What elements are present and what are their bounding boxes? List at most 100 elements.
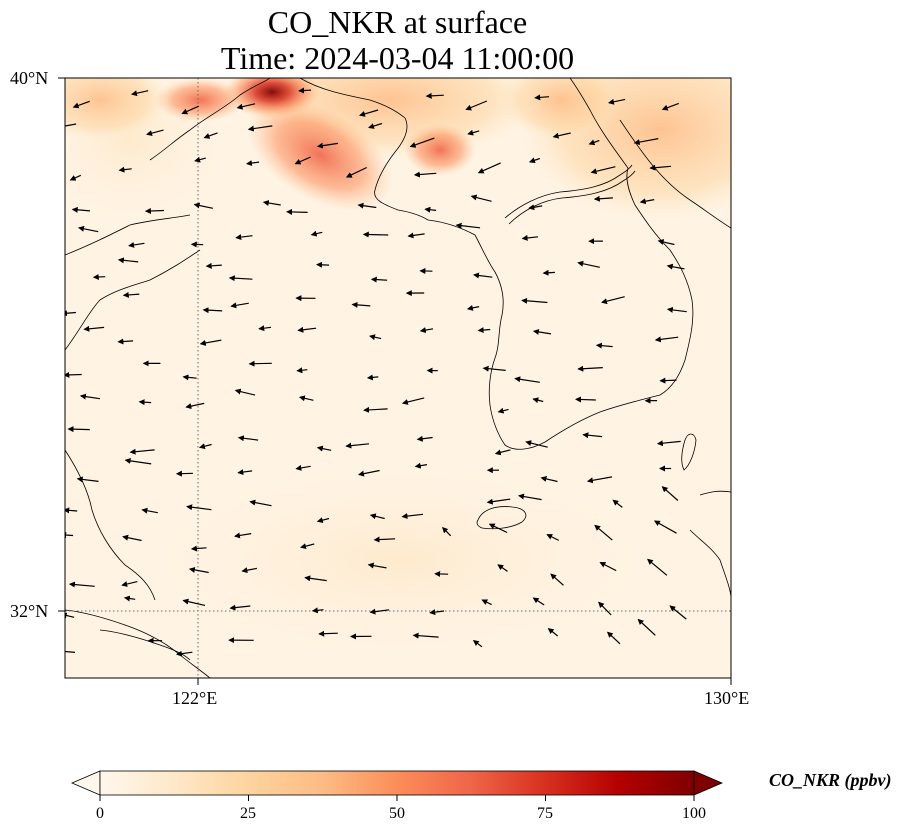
wind-arrow xyxy=(146,129,164,137)
wind-arrow xyxy=(369,608,390,615)
wind-arrow xyxy=(521,297,548,304)
wind-arrow xyxy=(122,534,142,542)
wind-arrow xyxy=(262,200,281,206)
wind-arrow xyxy=(534,94,550,101)
wind-arrow xyxy=(601,296,625,305)
wind-arrow xyxy=(477,162,501,174)
wind-arrow xyxy=(639,198,655,205)
wind-arrow xyxy=(76,476,99,483)
wind-arrow xyxy=(286,208,308,215)
wind-arrow xyxy=(470,194,492,202)
wind-arrow xyxy=(357,202,377,209)
wind-arrow xyxy=(199,339,222,346)
wind-arrow xyxy=(141,507,158,514)
wind-arrow xyxy=(234,388,256,396)
wind-arrow xyxy=(497,564,508,572)
wind-arrow xyxy=(366,374,379,381)
plot-subtitle-time: Time: 2024-03-04 11:00:00 xyxy=(220,40,575,76)
wind-arrow xyxy=(661,486,679,501)
wind-arrow xyxy=(494,449,511,456)
wind-arrow xyxy=(577,365,603,372)
wind-arrow xyxy=(593,195,613,202)
wind-arrow xyxy=(175,470,193,477)
wind-arrow xyxy=(363,406,388,413)
wind-arrow xyxy=(117,338,134,345)
wind-arrow xyxy=(65,310,76,317)
wind-arrow xyxy=(595,342,613,349)
wind-arrow xyxy=(482,365,506,372)
wind-arrow xyxy=(413,171,437,178)
wind-arrow xyxy=(318,630,338,637)
wind-arrow xyxy=(71,206,91,213)
wind-arrow xyxy=(185,402,205,410)
wind-arrow xyxy=(124,457,152,465)
wind-arrow xyxy=(129,448,155,455)
wind-arrow xyxy=(368,122,383,129)
wind-arrow xyxy=(575,396,596,403)
wind-arrow xyxy=(588,139,600,146)
wind-arrow xyxy=(608,98,626,105)
wind-arrow xyxy=(316,142,338,149)
wind-arrow xyxy=(358,469,380,477)
wind-arrow xyxy=(542,269,555,276)
wind-arrow xyxy=(229,604,251,611)
wind-arrow xyxy=(550,573,564,586)
wind-arrow xyxy=(65,612,75,619)
wind-arrow xyxy=(599,561,617,572)
wind-arrow xyxy=(590,166,616,175)
wind-arrow xyxy=(202,307,223,314)
wind-arrow xyxy=(577,260,600,268)
lon-label-122e: 122°E xyxy=(172,688,218,708)
wind-arrow xyxy=(79,393,100,400)
wind-arrow xyxy=(373,536,396,543)
plot-title: CO_NKR at surface xyxy=(267,4,528,40)
wind-arrow xyxy=(69,174,82,181)
wind-arrow xyxy=(198,443,212,450)
wind-arrow xyxy=(473,272,493,279)
wind-arrow xyxy=(528,204,543,211)
colorbar-tick-100: 100 xyxy=(682,805,706,822)
wind-arrow xyxy=(128,241,145,248)
wind-arrow xyxy=(532,397,544,404)
wind-arrow xyxy=(466,304,480,311)
wind-arrow xyxy=(598,601,612,616)
wind-arrow xyxy=(298,395,314,402)
wind-arrow xyxy=(488,523,508,534)
colorbar-tick-75: 75 xyxy=(537,805,553,822)
wind-arrow xyxy=(654,336,679,343)
wind-arrow xyxy=(370,276,388,283)
wind-arrow xyxy=(83,325,105,332)
wind-arrow xyxy=(65,507,78,514)
wind-vectors xyxy=(65,87,687,657)
wind-arrow xyxy=(477,327,491,334)
wind-arrow xyxy=(304,575,327,582)
wind-arrow xyxy=(367,562,387,569)
wind-arrow xyxy=(237,435,259,442)
wind-arrow xyxy=(345,442,370,449)
colorbar-tick-25: 25 xyxy=(240,805,256,822)
wind-arrow xyxy=(547,627,559,637)
wind-arrow xyxy=(228,275,253,282)
wind-arrow xyxy=(316,445,332,452)
wind-arrow xyxy=(144,208,164,215)
wind-arrow xyxy=(78,225,99,233)
wind-arrow xyxy=(311,607,324,614)
wind-arrow xyxy=(481,599,492,606)
wind-arrow xyxy=(412,632,439,639)
wind-arrow xyxy=(540,476,558,483)
lon-label-130e: 130°E xyxy=(704,688,750,708)
wind-arrow xyxy=(351,301,371,308)
wind-arrow xyxy=(188,566,209,574)
wind-arrow xyxy=(68,581,95,588)
wind-arrow xyxy=(472,640,483,648)
wind-arrow xyxy=(345,166,367,178)
wind-arrow xyxy=(118,166,132,173)
wind-arrow xyxy=(647,558,668,576)
wind-arrow xyxy=(528,157,540,164)
axis-ticks xyxy=(58,77,732,685)
wind-arrow xyxy=(633,138,659,146)
wind-arrow xyxy=(246,160,260,167)
wind-arrow xyxy=(296,367,308,374)
colorbar-tick-50: 50 xyxy=(389,805,405,822)
